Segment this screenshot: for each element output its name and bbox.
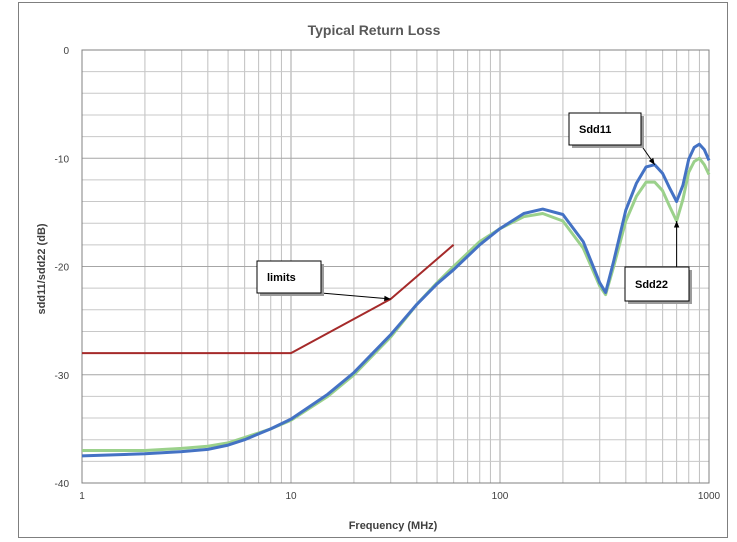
y-tick-label: -10 — [55, 154, 70, 165]
x-tick-label: 100 — [492, 491, 509, 502]
callout-label: limits — [267, 272, 296, 284]
y-tick-label: -20 — [55, 263, 70, 274]
callout-label: Sdd22 — [635, 279, 668, 291]
chart-title: Typical Return Loss — [308, 22, 441, 38]
callout-box — [568, 112, 642, 146]
x-axis-label: Frequency (MHz) — [349, 520, 438, 532]
chart-area: Typical Return Loss 0 -10 -20 -30 -40 1 10 100 1… — [18, 2, 728, 538]
callout-leader — [320, 292, 391, 300]
callout-box — [256, 260, 322, 294]
series-line-sdd11 — [81, 142, 711, 458]
callout-arrowhead — [673, 221, 680, 228]
callout-box — [624, 266, 690, 302]
callout-arrowhead — [384, 295, 391, 302]
series-line-limits — [82, 244, 455, 355]
x-tick-label: 1000 — [698, 491, 721, 502]
annotations: limits Sdd11 Sdd22 — [256, 112, 692, 304]
y-tick-label: -30 — [55, 371, 70, 382]
series-group — [81, 142, 711, 458]
x-tick-label: 1 — [79, 491, 85, 502]
y-tick-label: -40 — [55, 479, 70, 490]
return-loss-chart: Typical Return Loss 0 -10 -20 -30 -40 1 10 100 1… — [36, 22, 721, 532]
axes: 0 -10 -20 -30 -40 1 10 100 1000 — [55, 46, 721, 502]
plot-frame — [81, 49, 710, 484]
callout-arrowhead — [648, 157, 655, 165]
y-axis-label: sdd11/sdd22 (dB) — [36, 223, 48, 314]
callout-label: Sdd11 — [579, 124, 611, 136]
y-tick-label: 0 — [63, 46, 69, 57]
x-tick-label: 10 — [285, 491, 297, 502]
